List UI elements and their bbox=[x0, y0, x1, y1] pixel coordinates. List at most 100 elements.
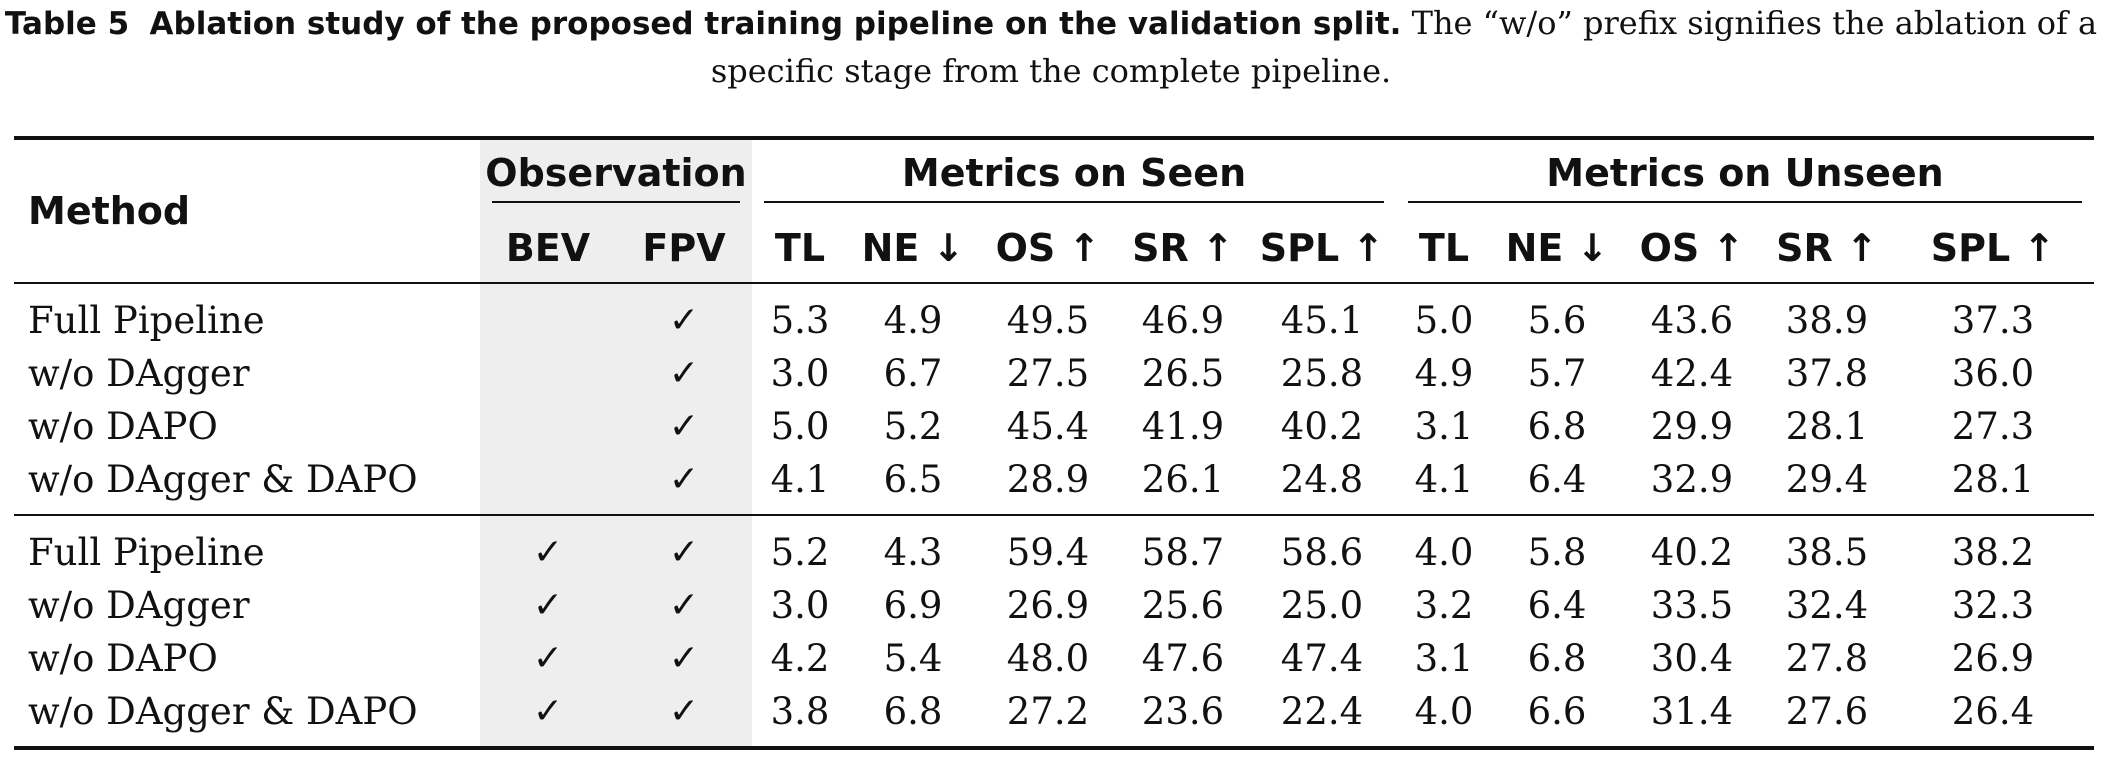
seen-value-cell: 6.9 bbox=[883, 584, 943, 627]
unseen-value-cell: 32.4 bbox=[1785, 584, 1869, 627]
unseen-value-cell: 31.4 bbox=[1622, 685, 1762, 750]
unseen-value-cell: 30.4 bbox=[1650, 637, 1734, 680]
unseen-value-cell: 3.1 bbox=[1414, 405, 1474, 448]
unseen-value-cell: 26.9 bbox=[1951, 637, 2035, 680]
table-row: Full Pipeline ✓ 5.3 4.9 49.5 46.9 45.1 5.0 5.6 43… bbox=[14, 282, 2094, 347]
unseen-value-cell: 26.4 bbox=[1892, 685, 2094, 750]
seen-value-cell: 47.6 bbox=[1141, 637, 1225, 680]
method-cell: w/o DAgger bbox=[28, 584, 250, 627]
seen-header-label: Metrics on Seen bbox=[901, 151, 1247, 195]
seen-value-cell: 26.1 bbox=[1141, 458, 1225, 501]
bev-check-cell: ✓ bbox=[480, 685, 616, 750]
fpv-check-cell: ✓ bbox=[616, 632, 752, 685]
observation-header-label: Observation bbox=[485, 151, 747, 195]
seen-value-cell: 46.9 bbox=[1118, 282, 1248, 347]
fpv-check-cell: ✓ bbox=[616, 400, 752, 453]
unseen-value-cell: 5.6 bbox=[1492, 282, 1622, 347]
seen-value-cell: 27.2 bbox=[978, 685, 1118, 750]
unseen-value-cell: 37.3 bbox=[1892, 282, 2094, 347]
seen-value-cell: 45.1 bbox=[1248, 282, 1396, 347]
observation-header: Observation bbox=[480, 136, 752, 214]
bev-check-cell bbox=[480, 400, 616, 453]
caption-label: Table 5 bbox=[4, 6, 130, 42]
seen-value-cell: 5.2 bbox=[883, 405, 943, 448]
seen-value-cell: 58.7 bbox=[1118, 514, 1248, 579]
unseen-value-cell: 40.2 bbox=[1622, 514, 1762, 579]
seen-value-cell: 58.6 bbox=[1248, 514, 1396, 579]
fpv-check-cell: ✓ bbox=[616, 579, 752, 632]
table-row: w/o DAPO ✓ 5.0 5.2 45.4 41.9 40.2 3.1 6.8 29.9 28.… bbox=[14, 400, 2094, 453]
method-header: Method bbox=[14, 136, 480, 283]
unseen-value-cell: 29.9 bbox=[1650, 405, 1734, 448]
unseen-value-cell: 3.2 bbox=[1414, 584, 1474, 627]
seen-header: Metrics on Seen bbox=[752, 136, 1396, 214]
seen-value-cell: 22.4 bbox=[1248, 685, 1396, 750]
seen-value-cell: 24.8 bbox=[1280, 458, 1364, 501]
seen-metric-sr: SR ↑ bbox=[1132, 226, 1234, 270]
unseen-value-cell: 36.0 bbox=[1951, 352, 2035, 395]
seen-value-cell: 59.4 bbox=[978, 514, 1118, 579]
bev-header: BEV bbox=[480, 214, 616, 283]
method-cell: w/o DAPO bbox=[28, 637, 218, 680]
seen-value-cell: 45.4 bbox=[1006, 405, 1090, 448]
fpv-check-cell: ✓ bbox=[616, 347, 752, 400]
unseen-value-cell: 32.9 bbox=[1650, 458, 1734, 501]
seen-value-cell: 41.9 bbox=[1141, 405, 1225, 448]
seen-value-cell: 26.5 bbox=[1141, 352, 1225, 395]
bev-check-cell bbox=[480, 282, 616, 347]
method-cell: Full Pipeline bbox=[14, 514, 480, 579]
seen-metric-ne: NE ↓ bbox=[861, 226, 965, 270]
seen-metric-tl: TL bbox=[774, 226, 826, 270]
table-row: w/o DAgger & DAPO ✓ ✓ 3.8 6.8 27.2 23.6 22.4 4.0… bbox=[14, 685, 2094, 750]
method-cell: w/o DAgger bbox=[28, 352, 250, 395]
fpv-check-cell: ✓ bbox=[616, 514, 752, 579]
table-row: w/o DAgger ✓ ✓ 3.0 6.9 26.9 25.6 25.0 3.2 6.4 33.5… bbox=[14, 579, 2094, 632]
method-cell: Full Pipeline bbox=[14, 282, 480, 347]
bev-check-cell: ✓ bbox=[480, 579, 616, 632]
seen-value-cell: 25.0 bbox=[1280, 584, 1364, 627]
unseen-value-cell: 5.7 bbox=[1527, 352, 1587, 395]
unseen-value-cell: 42.4 bbox=[1650, 352, 1734, 395]
unseen-metric-ne: NE ↓ bbox=[1505, 226, 1609, 270]
table-row: w/o DAgger ✓ 3.0 6.7 27.5 26.5 25.8 4.9 5.7 42.4 3… bbox=[14, 347, 2094, 400]
unseen-metric-tl: TL bbox=[1418, 226, 1470, 270]
ablation-table: Method Observation Metrics on Seen Metri… bbox=[14, 136, 2094, 750]
seen-value-cell: 5.2 bbox=[752, 514, 848, 579]
bev-check-cell bbox=[480, 453, 616, 515]
unseen-value-cell: 5.0 bbox=[1396, 282, 1492, 347]
unseen-value-cell: 4.1 bbox=[1414, 458, 1474, 501]
unseen-value-cell: 4.0 bbox=[1396, 685, 1492, 750]
table-row: w/o DAPO ✓ ✓ 4.2 5.4 48.0 47.6 47.4 3.1 6.8 30.4 27… bbox=[14, 632, 2094, 685]
unseen-value-cell: 6.8 bbox=[1527, 637, 1587, 680]
seen-metric-spl: SPL ↑ bbox=[1259, 226, 1385, 270]
unseen-value-cell: 32.3 bbox=[1951, 584, 2035, 627]
seen-value-cell: 3.8 bbox=[752, 685, 848, 750]
seen-value-cell: 5.0 bbox=[770, 405, 830, 448]
seen-metric-os: OS ↑ bbox=[995, 226, 1101, 270]
bev-check-cell bbox=[480, 347, 616, 400]
unseen-value-cell: 37.8 bbox=[1785, 352, 1869, 395]
bev-check-cell: ✓ bbox=[480, 514, 616, 579]
unseen-value-cell: 33.5 bbox=[1650, 584, 1734, 627]
seen-value-cell: 5.4 bbox=[883, 637, 943, 680]
seen-value-cell: 4.2 bbox=[770, 637, 830, 680]
table-row: w/o DAgger & DAPO ✓ 4.1 6.5 28.9 26.1 24.8 4.1 6… bbox=[14, 453, 2094, 515]
seen-value-cell: 3.0 bbox=[770, 352, 830, 395]
unseen-value-cell: 28.1 bbox=[1785, 405, 1869, 448]
unseen-value-cell: 4.9 bbox=[1414, 352, 1474, 395]
table-caption: Table 5 Ablation study of the proposed t… bbox=[0, 0, 2102, 95]
seen-value-cell: 48.0 bbox=[1006, 637, 1090, 680]
seen-value-cell: 4.3 bbox=[848, 514, 978, 579]
unseen-value-cell: 38.5 bbox=[1762, 514, 1892, 579]
method-cell: w/o DAPO bbox=[28, 405, 218, 448]
seen-value-cell: 6.8 bbox=[848, 685, 978, 750]
caption-text: The “w/o” prefix signifies the ablation … bbox=[710, 4, 2098, 90]
unseen-value-cell: 29.4 bbox=[1785, 458, 1869, 501]
seen-value-cell: 27.5 bbox=[1006, 352, 1090, 395]
fpv-check-cell: ✓ bbox=[616, 282, 752, 347]
table-row: Full Pipeline ✓ ✓ 5.2 4.3 59.4 58.7 58.6 4.0 5.8 4… bbox=[14, 514, 2094, 579]
seen-value-cell: 47.4 bbox=[1280, 637, 1364, 680]
seen-value-cell: 3.0 bbox=[770, 584, 830, 627]
unseen-value-cell: 43.6 bbox=[1622, 282, 1762, 347]
unseen-header-label: Metrics on Unseen bbox=[1546, 151, 1944, 195]
